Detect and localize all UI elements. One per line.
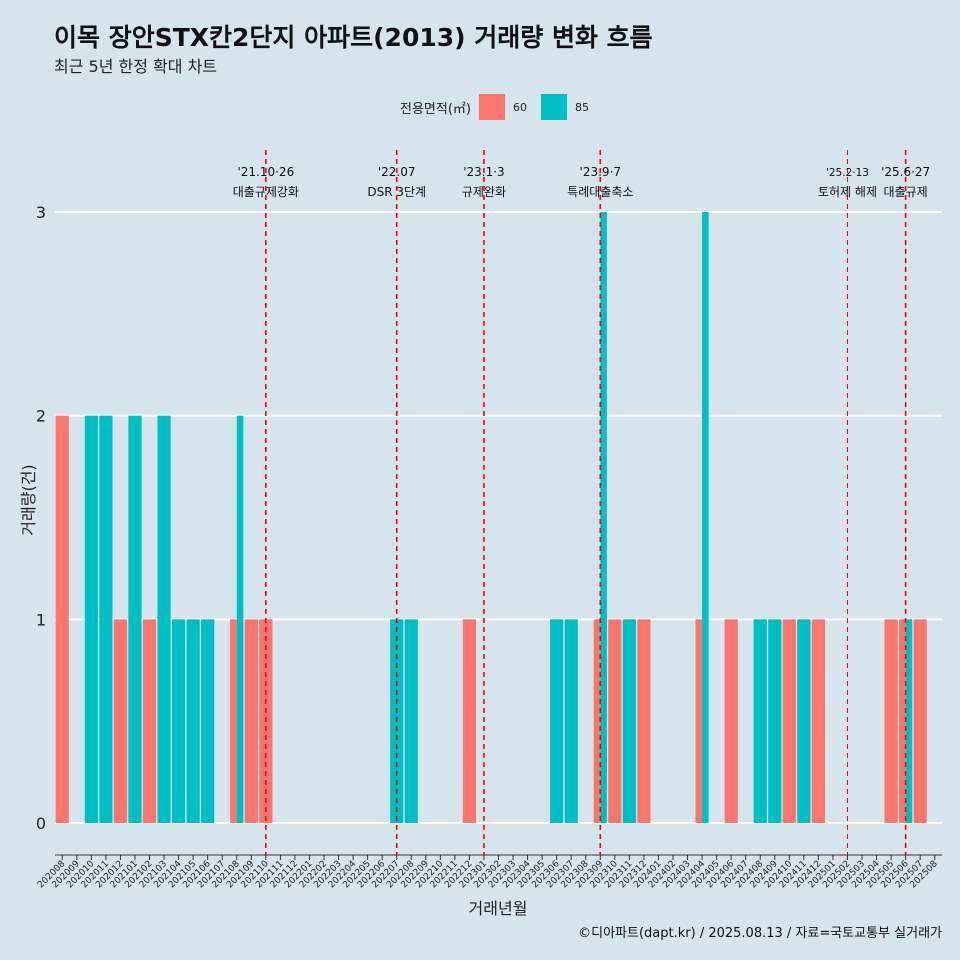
bar-60 bbox=[884, 619, 898, 823]
bar-85 bbox=[905, 619, 913, 823]
legend-label-85: 85 bbox=[574, 100, 589, 114]
event-label: 규제완화 bbox=[462, 185, 506, 199]
bar-85 bbox=[404, 619, 418, 823]
bar-85 bbox=[84, 415, 98, 823]
chart-subtitle: 최근 5년 한정 확대 차트 bbox=[54, 57, 218, 76]
bar-85 bbox=[99, 415, 113, 823]
event-label: 토허제 해제 bbox=[818, 185, 877, 199]
event-label: 특례대출축소 bbox=[567, 185, 633, 199]
legend-label-60: 60 bbox=[512, 100, 527, 114]
bar-85 bbox=[768, 619, 782, 823]
x-axis-title: 거래년월 bbox=[469, 899, 528, 918]
source-caption: ©디아파트(dapt.kr) / 2025.08.13 / 자료=국토교통부 실… bbox=[578, 926, 942, 941]
bar-85 bbox=[600, 212, 607, 823]
event-date-label: '23.1·3 bbox=[463, 165, 504, 179]
bar-85 bbox=[753, 619, 767, 823]
bar-85 bbox=[128, 415, 142, 823]
event-date-label: '25.6·27 bbox=[881, 165, 930, 179]
event-label: 대출규제강화 bbox=[233, 185, 299, 199]
bar-60 bbox=[593, 619, 601, 823]
bar-60 bbox=[695, 619, 703, 823]
y-tick-label: 1 bbox=[36, 610, 46, 629]
bar-60 bbox=[244, 619, 258, 823]
event-date-label: '25.2·13 bbox=[826, 167, 869, 179]
y-tick-label: 0 bbox=[36, 814, 46, 833]
bar-85 bbox=[564, 619, 578, 823]
event-date-label: '22.07 bbox=[378, 165, 416, 179]
bar-60 bbox=[637, 619, 651, 823]
y-tick-label: 3 bbox=[36, 203, 46, 222]
event-date-label: '23.9·7 bbox=[580, 165, 621, 179]
bar-60 bbox=[142, 619, 157, 823]
bar-85 bbox=[171, 619, 186, 823]
bar-85 bbox=[186, 619, 200, 823]
bar-60 bbox=[462, 619, 477, 823]
bar-60 bbox=[230, 619, 237, 823]
legend: 전용면적(㎡) 60 85 bbox=[400, 94, 603, 120]
bar-60 bbox=[55, 415, 69, 823]
bar-85 bbox=[157, 415, 171, 823]
chart-title: 이목 장안STX칸2단지 아파트(2013) 거래량 변화 흐름 bbox=[54, 23, 653, 52]
legend-swatch-60 bbox=[478, 94, 505, 120]
legend-swatch-85 bbox=[540, 94, 567, 120]
bar-60 bbox=[724, 619, 738, 823]
y-axis-title: 거래량(건) bbox=[19, 464, 38, 535]
event-label: 대출규제 bbox=[884, 185, 928, 199]
bar-85 bbox=[201, 619, 215, 823]
bar-60 bbox=[899, 619, 906, 823]
bar-85 bbox=[797, 619, 811, 823]
bar-85 bbox=[236, 415, 244, 823]
bar-85 bbox=[550, 619, 564, 823]
legend-title: 전용면적(㎡) bbox=[400, 101, 471, 117]
bar-60 bbox=[608, 619, 622, 823]
event-label: DSR 3단계 bbox=[367, 185, 426, 199]
event-date-label: '21.10·26 bbox=[237, 165, 294, 179]
bar-60 bbox=[811, 619, 826, 823]
bar-60 bbox=[782, 619, 796, 823]
bar-85 bbox=[702, 212, 709, 823]
bar-60 bbox=[113, 619, 128, 823]
bar-85 bbox=[622, 619, 636, 823]
y-tick-label: 2 bbox=[36, 407, 46, 426]
bar-60 bbox=[913, 619, 927, 823]
